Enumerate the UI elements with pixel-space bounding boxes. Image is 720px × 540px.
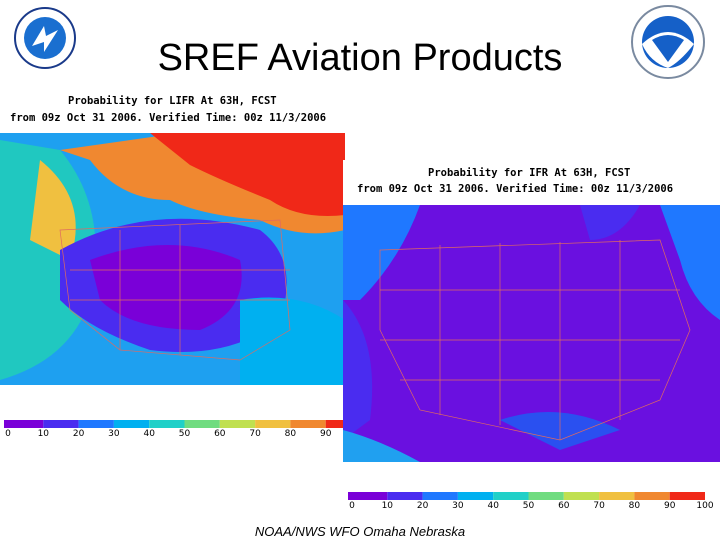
- map-title: Probability for IFR At 63H, FCST: [428, 167, 630, 179]
- scale-swatch: [493, 492, 529, 500]
- scale-swatch: [457, 492, 494, 500]
- scale-label: 0: [5, 429, 11, 439]
- scale-swatch: [387, 492, 423, 500]
- scale-swatch: [599, 492, 635, 500]
- map-panel: Probability for IFR At 63H, FCST from 09…: [343, 160, 720, 515]
- scale-label: 70: [593, 501, 605, 511]
- map-subtitle: from 09z Oct 31 2006. Verified Time: 00z…: [10, 112, 326, 124]
- map-image: [0, 133, 345, 385]
- slide-title: SREF Aviation Products: [158, 37, 563, 79]
- scale-swatch: [149, 420, 185, 428]
- scale-swatch: [255, 420, 291, 428]
- scale-swatch: [634, 492, 670, 500]
- scale-label: 60: [558, 501, 570, 511]
- scale-swatch: [422, 492, 458, 500]
- scale-label: 20: [417, 501, 429, 511]
- scale-swatch: [290, 420, 326, 428]
- scale-swatch: [43, 420, 79, 428]
- scale-swatch: [563, 492, 600, 500]
- scale-swatch: [4, 420, 44, 428]
- scale-label: 40: [487, 501, 499, 511]
- scale-label: 30: [452, 501, 464, 511]
- scale-label: 10: [38, 429, 50, 439]
- map-panel: Probability for LIFR At 63H, FCST from 0…: [0, 95, 361, 450]
- scale-swatch: [348, 492, 388, 500]
- scale-label: 50: [523, 501, 535, 511]
- map-subtitle: from 09z Oct 31 2006. Verified Time: 00z…: [357, 183, 673, 195]
- scale-swatch: [184, 420, 220, 428]
- scale-label: 60: [214, 429, 226, 439]
- scale-label: 70: [249, 429, 261, 439]
- scale-label: 20: [73, 429, 85, 439]
- map-image: [343, 205, 720, 462]
- noaa-logo: [631, 5, 705, 79]
- scale-swatch: [669, 492, 705, 500]
- map-title: Probability for LIFR At 63H, FCST: [68, 95, 277, 107]
- nws-logo: [14, 7, 76, 69]
- color-scale: 0 10 20 30 40 50 60 70 80 90 100: [348, 492, 714, 511]
- scale-label: 90: [320, 429, 332, 439]
- scale-swatch: [113, 420, 150, 428]
- scale-label: 80: [285, 429, 297, 439]
- scale-label: 40: [143, 429, 155, 439]
- scale-label: 50: [179, 429, 191, 439]
- scale-label: 100: [696, 501, 713, 511]
- scale-label: 0: [349, 501, 355, 511]
- scale-label: 30: [108, 429, 120, 439]
- scale-swatch: [78, 420, 114, 428]
- scale-label: 80: [629, 501, 641, 511]
- scale-swatch: [219, 420, 256, 428]
- footer: NOAA/NWS WFO Omaha Nebraska: [255, 524, 465, 539]
- scale-swatch: [528, 492, 564, 500]
- scale-label: 90: [664, 501, 676, 511]
- scale-label: 10: [382, 501, 394, 511]
- color-scale: 0 10 20 30 40 50 60 70 80 90: [4, 420, 361, 439]
